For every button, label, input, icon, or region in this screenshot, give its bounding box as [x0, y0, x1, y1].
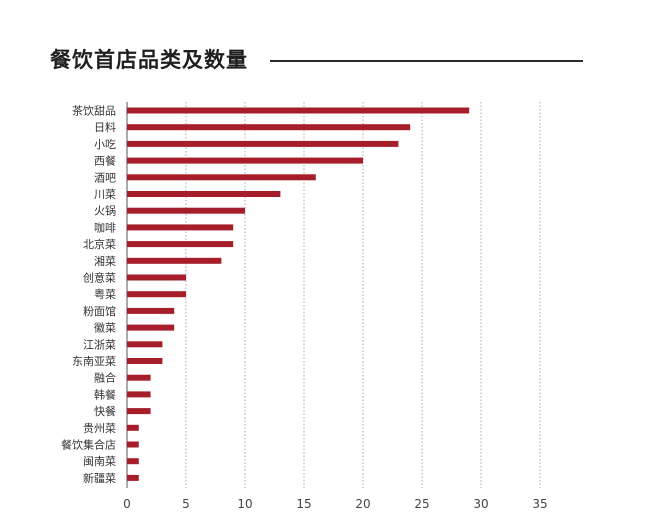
- bar-14: [127, 341, 163, 348]
- category-label: 粉面馆: [83, 304, 116, 318]
- category-label: 酒吧: [94, 171, 116, 184]
- x-tick-labels: 0 5 10 15 20 25 30 35: [123, 497, 547, 511]
- category-label: 新疆菜: [83, 471, 116, 485]
- category-label: 茶饮甜品: [72, 105, 116, 118]
- category-label: 北京菜: [83, 237, 116, 251]
- x-tick-label: 0: [123, 497, 131, 511]
- bars: [127, 107, 470, 481]
- category-label: 贵州菜: [83, 422, 116, 435]
- bar-13: [127, 324, 175, 331]
- bar-6: [127, 207, 245, 214]
- x-tick-label: 10: [237, 497, 252, 511]
- category-label: 徽菜: [94, 321, 116, 335]
- category-label: 江浙菜: [83, 338, 116, 351]
- bar-11: [127, 291, 186, 298]
- category-label: 融合: [94, 371, 116, 385]
- bar-16: [127, 374, 151, 381]
- category-label: 东南亚菜: [72, 355, 116, 368]
- bar-22: [127, 474, 139, 481]
- bar-0: [127, 107, 470, 114]
- x-tick-label: 30: [473, 497, 488, 511]
- bar-9: [127, 257, 222, 264]
- category-label: 快餐: [94, 404, 116, 418]
- category-label: 餐饮集合店: [61, 438, 116, 452]
- category-label: 闽南菜: [83, 455, 116, 468]
- bar-2: [127, 140, 399, 147]
- bar-15: [127, 358, 163, 364]
- bar-3: [127, 157, 363, 164]
- bar-4: [127, 174, 316, 181]
- category-label: 咖啡: [94, 220, 116, 234]
- bar-20: [127, 441, 139, 448]
- bar-19: [127, 424, 139, 431]
- grid-lines: [126, 102, 541, 488]
- bar-1: [127, 124, 411, 131]
- category-label: 韩餐: [94, 387, 116, 401]
- category-label: 创意菜: [83, 271, 116, 285]
- bar-12: [127, 307, 175, 314]
- category-label: 粤菜: [94, 287, 116, 301]
- x-tick-label: 5: [182, 497, 190, 511]
- x-tick-label: 20: [355, 497, 370, 511]
- category-label: 日料: [94, 120, 116, 134]
- bar-8: [127, 241, 234, 248]
- chart-title: 餐饮首店品类及数量: [50, 48, 248, 72]
- category-label: 西餐: [94, 154, 116, 168]
- bar-17: [127, 391, 151, 398]
- category-label: 小吃: [94, 138, 116, 151]
- x-tick-label: 25: [414, 497, 429, 511]
- bar-7: [127, 224, 234, 231]
- category-label: 湘菜: [94, 254, 116, 268]
- x-tick-label: 35: [532, 497, 547, 511]
- bar-10: [127, 274, 186, 281]
- bar-18: [127, 408, 151, 415]
- category-label: 川菜: [94, 188, 116, 201]
- category-labels: 茶饮甜品日料小吃西餐酒吧川菜火锅咖啡北京菜湘菜创意菜粤菜粉面馆徽菜江浙菜东南亚菜…: [61, 105, 116, 485]
- x-tick-label: 15: [296, 497, 311, 511]
- title-rule: [270, 60, 583, 62]
- category-label: 火锅: [94, 205, 116, 218]
- bar-21: [127, 458, 139, 465]
- bar-5: [127, 191, 281, 197]
